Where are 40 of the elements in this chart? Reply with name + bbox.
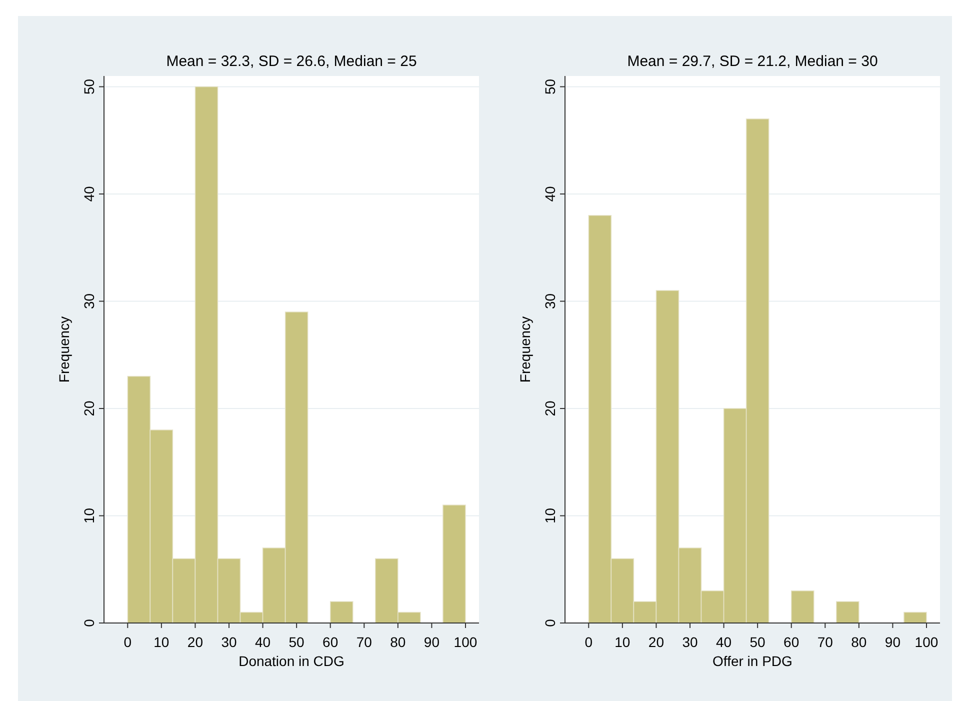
y-axis-title: Frequency (517, 316, 533, 383)
x-tick-label: 70 (817, 634, 834, 650)
y-axis-title: Frequency (56, 316, 72, 383)
x-tick-label: 60 (784, 634, 800, 650)
x-axis-title: Offer in PDG (712, 653, 792, 669)
x-tick-label: 50 (288, 634, 305, 650)
x-axis-title: Donation in CDG (238, 653, 344, 669)
y-tick-label: 40 (542, 186, 558, 202)
y-tick-label: 20 (81, 400, 97, 416)
y-tick-label: 0 (81, 618, 97, 627)
x-tick-label: 50 (750, 634, 766, 650)
x-tick-label: 20 (648, 634, 664, 650)
x-tick-label: 90 (884, 634, 901, 650)
y-tick-label: 30 (542, 293, 558, 310)
y-tick-label: 50 (542, 78, 558, 95)
x-tick-label: 10 (614, 634, 630, 650)
x-tick-label: 80 (390, 634, 406, 650)
y-tick-label: 0 (542, 618, 558, 627)
x-tick-label: 0 (124, 634, 132, 650)
x-tick-label: 10 (154, 634, 170, 650)
y-tick-label: 30 (81, 293, 97, 310)
x-tick-label: 70 (356, 634, 372, 650)
y-tick-label: 10 (542, 508, 558, 524)
x-tick-label: 0 (584, 634, 593, 650)
y-tick-label: 40 (81, 186, 97, 202)
x-tick-label: 100 (454, 634, 478, 650)
y-tick-label: 50 (81, 78, 97, 95)
y-tick-label: 10 (81, 508, 97, 524)
x-tick-label: 40 (254, 634, 271, 650)
x-tick-label: 20 (187, 634, 204, 650)
x-tick-label: 60 (322, 634, 338, 650)
chart-title: Mean = 32.3, SD = 26.6, Median = 25 (166, 53, 417, 70)
y-tick-label: 20 (542, 400, 558, 416)
x-tick-label: 100 (914, 634, 938, 650)
chart-title: Mean = 29.7, SD = 21.2, Median = 30 (627, 53, 878, 70)
x-tick-label: 80 (851, 634, 867, 650)
x-tick-label: 90 (424, 634, 440, 650)
x-tick-label: 30 (221, 634, 237, 650)
x-tick-label: 40 (716, 634, 732, 650)
x-tick-label: 30 (682, 634, 698, 650)
